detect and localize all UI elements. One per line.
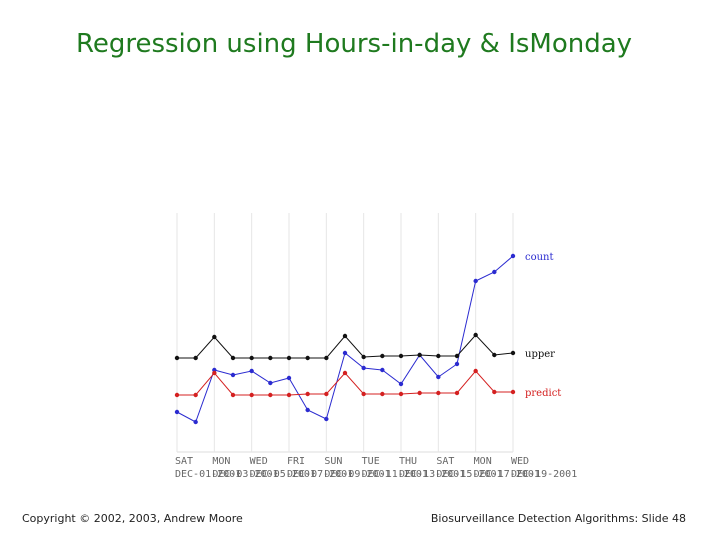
data-point [249,392,254,398]
data-point [286,392,292,398]
data-point [249,368,254,374]
data-point [230,372,236,378]
data-point [305,407,310,413]
data-point [417,390,422,396]
data-point [212,370,217,376]
data-point [436,374,441,380]
data-point [174,392,180,398]
data-point [380,391,385,397]
data-point [174,409,180,415]
data-point [193,419,198,425]
data-point [193,355,198,361]
data-point [380,367,385,373]
data-point [510,389,516,395]
x-date-label: DEC-09-2001 [324,469,390,480]
series-line [176,255,514,423]
data-point [398,391,404,397]
x-date-label: DEC-13-2001 [399,469,465,480]
data-point [268,392,273,398]
data-point [212,334,217,340]
series-label: count [525,252,554,263]
data-point [286,375,292,381]
x-tick-label: TUE [362,456,380,467]
x-tick-label: SAT [175,456,193,467]
data-point [473,332,478,338]
data-point [492,352,497,358]
x-date-label: DEC-03-2001 [212,469,278,480]
x-tick-label: WED [250,456,268,467]
x-date-label: DEC-11-2001 [362,469,428,480]
x-tick-label: SAT [436,456,454,467]
x-date-label: DEC-17-2001 [474,469,540,480]
data-point [174,355,180,361]
x-tick-label: FRI [287,456,305,467]
data-point [324,355,329,361]
x-date-label: DEC-07-2001 [287,469,353,480]
x-date-label: DEC-01-2001 [175,469,241,480]
x-tick-label: WED [511,456,529,467]
data-point [230,392,236,398]
data-point [324,391,329,397]
data-point [361,354,366,360]
data-point [305,355,310,361]
series-label: upper [525,349,555,360]
series-label: predict [525,388,561,399]
data-point [361,365,366,371]
x-tick-label: MON [212,456,230,467]
data-point [398,381,404,387]
data-point [230,355,236,361]
data-point [398,353,404,359]
data-point [510,253,516,259]
data-point [436,353,441,359]
data-point [268,380,273,386]
data-point [286,355,292,361]
data-point [342,370,348,376]
x-date-label: DEC-19-2001 [511,469,577,480]
slide-title: Regression using Hours-in-day & IsMonday [76,29,632,59]
data-point [342,350,348,356]
data-point [454,390,460,396]
data-point [380,353,385,359]
x-tick-label: MON [474,456,492,467]
data-point [324,416,329,422]
data-point [249,355,254,361]
data-point [510,350,516,356]
data-point [268,355,273,361]
data-point [473,368,478,374]
x-tick-label: THU [399,456,417,467]
data-point [492,389,497,395]
data-point [454,361,460,367]
footer-right: Biosurveillance Detection Algorithms: Sl… [431,512,686,525]
data-point [492,269,497,275]
data-point [436,390,441,396]
x-date-label: DEC-15-2001 [436,469,502,480]
data-point [473,278,478,284]
data-point [193,392,198,398]
footer-left: Copyright © 2002, 2003, Andrew Moore [22,512,243,525]
data-point [342,333,348,339]
data-point [305,391,310,397]
data-point [361,391,366,397]
data-point [454,353,460,359]
data-point [417,352,422,358]
x-date-label: DEC-05-2001 [250,469,316,480]
x-tick-label: SUN [324,456,342,467]
